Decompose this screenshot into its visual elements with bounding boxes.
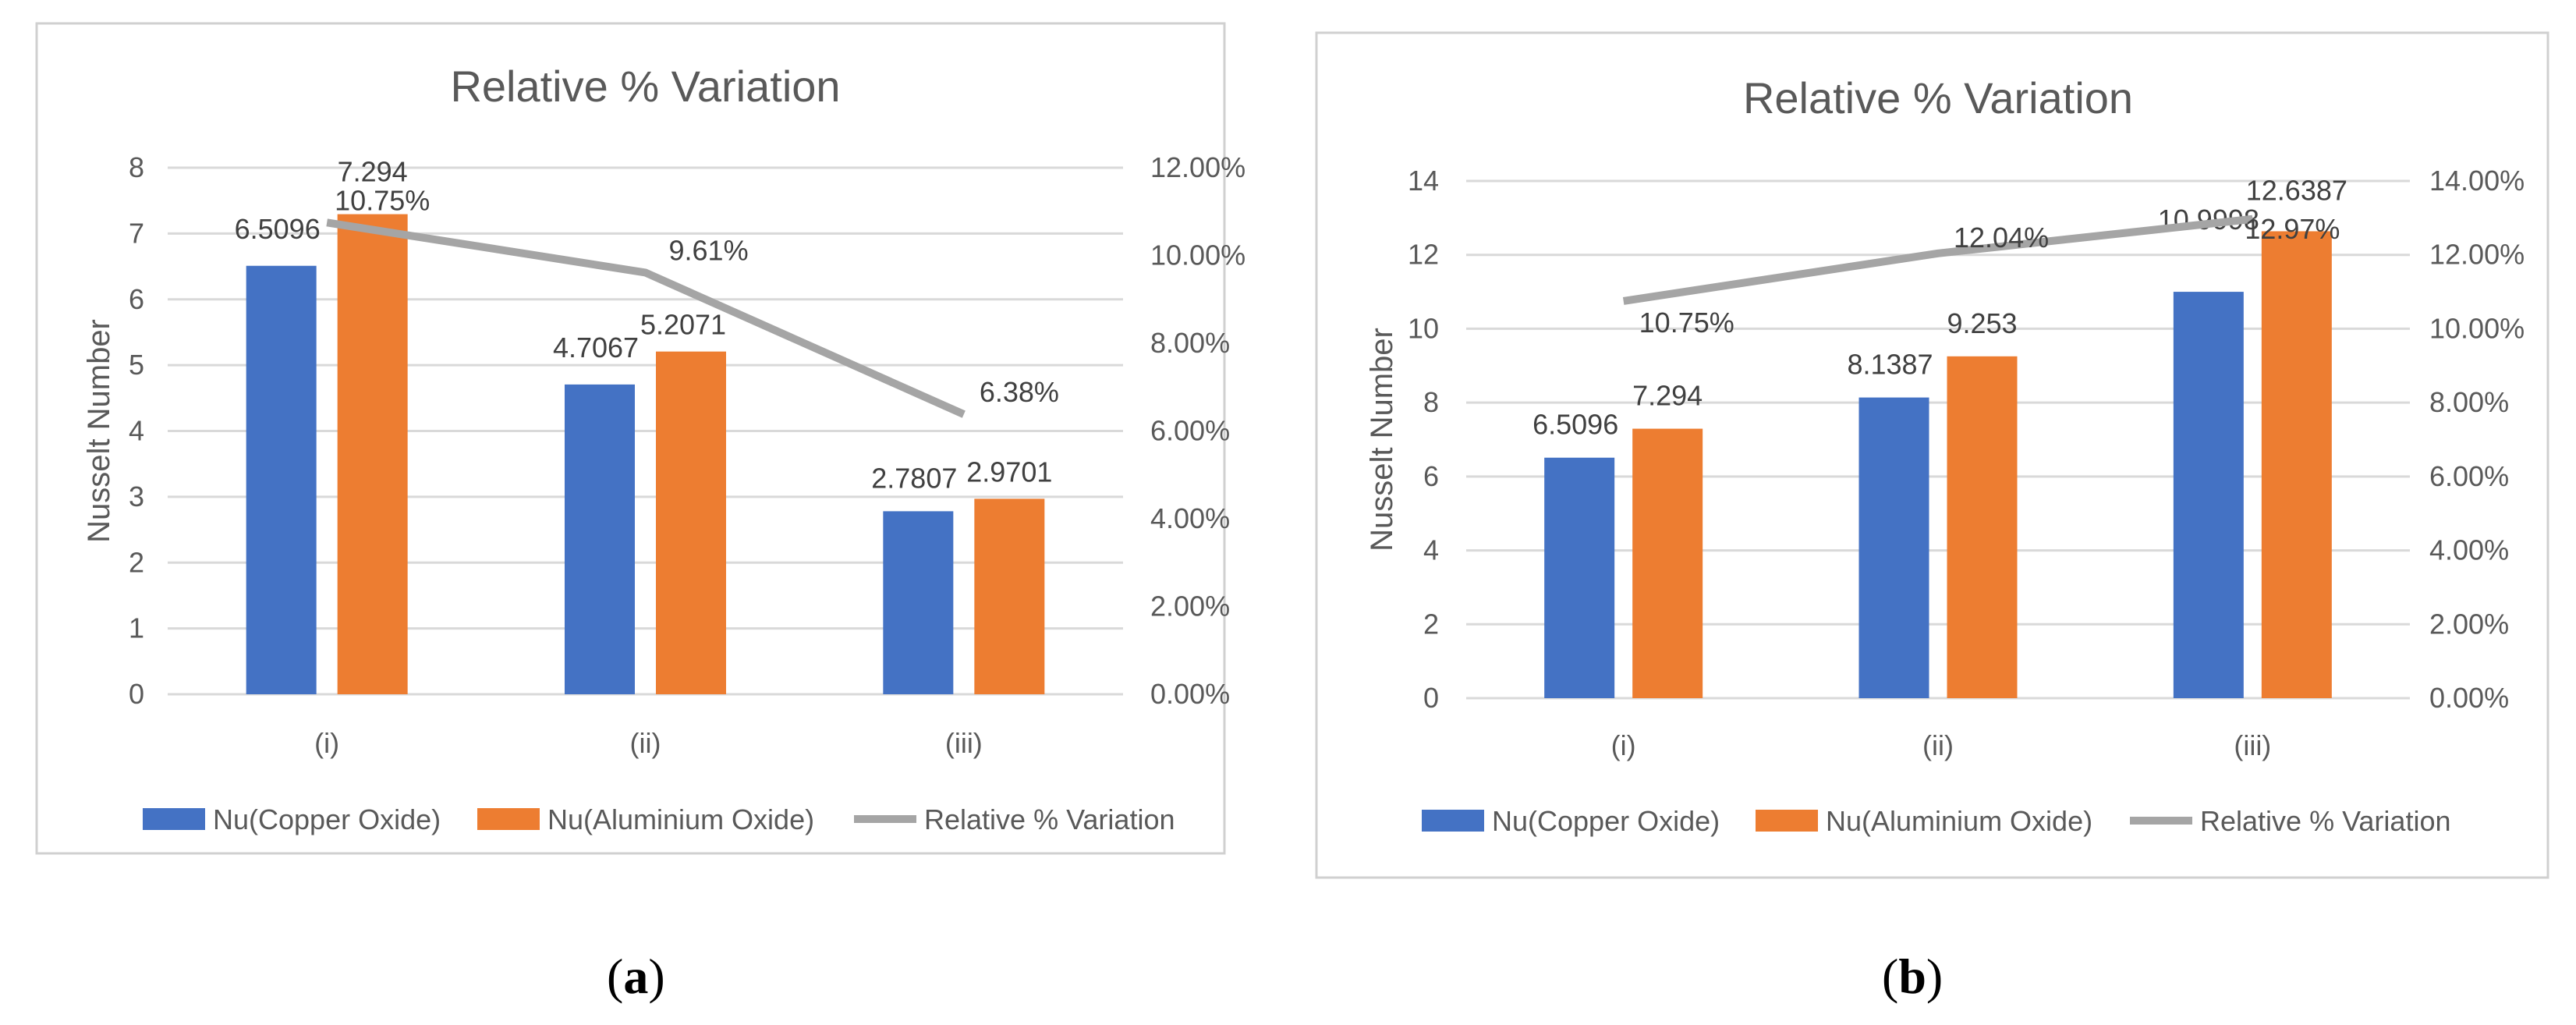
- chart-b-bar-data-label: 6.5096: [1532, 409, 1618, 441]
- chart-b-bar-aluminium: [1632, 428, 1703, 698]
- chart-a-xtick-label: (iii): [945, 727, 983, 759]
- chart-a-title: Relative % Variation: [450, 62, 840, 111]
- chart-a-bar-data-label: 6.5096: [235, 213, 321, 245]
- chart-b-ytick-label: 6: [1423, 460, 1439, 492]
- chart-a-legend-swatch-copper: [143, 808, 205, 830]
- chart-b-y2tick-label: 2.00%: [2429, 608, 2509, 640]
- chart-a-y2tick-label: 6.00%: [1150, 415, 1230, 447]
- chart-b-bar-copper: [1544, 457, 1615, 698]
- chart-a-bar-copper: [565, 384, 635, 694]
- chart-a-ytick-label: 1: [129, 612, 144, 644]
- chart-b-frame: [1315, 31, 2549, 879]
- chart-a-xtick-label: (i): [314, 727, 339, 759]
- chart-a-ylabel: Nusselt Number: [82, 319, 116, 543]
- chart-a-legend-label: Nu(Copper Oxide): [213, 803, 441, 835]
- chart-a-variation-line: [326, 218, 966, 418]
- chart-a-y2tick-label: 0.00%: [1150, 678, 1230, 710]
- chart-a-ytick-label: 3: [129, 481, 144, 512]
- chart-b-ytick-label: 2: [1423, 608, 1439, 640]
- chart-b-ytick-label: 0: [1423, 682, 1439, 714]
- chart-a-bar-copper: [246, 265, 317, 694]
- chart-b-bar-copper: [1858, 397, 1929, 698]
- chart-a-bar-aluminium: [974, 498, 1045, 694]
- chart-b-bar-data-label: 7.294: [1632, 380, 1703, 412]
- chart-b-ytick-label: 4: [1423, 534, 1439, 566]
- chart-a-legend-label: Relative % Variation: [924, 803, 1175, 835]
- panel-label-a: a: [623, 949, 649, 1004]
- panel-label-a-wrapper: (a): [607, 949, 665, 1004]
- chart-a-xtick-label: (ii): [630, 727, 661, 759]
- chart-b-xtick-label: (ii): [1922, 729, 1954, 761]
- chart-b-legend-label: Nu(Aluminium Oxide): [1826, 805, 2092, 837]
- chart-a-y2tick-label: 8.00%: [1150, 327, 1230, 359]
- chart-a-bar-data-label: 7.294: [338, 156, 408, 188]
- chart-a-legend-label: Nu(Aluminium Oxide): [547, 803, 814, 835]
- panel-label-b-wrapper: (b): [1882, 949, 1944, 1004]
- chart-a-ytick-label: 2: [129, 546, 144, 578]
- chart-b-y2tick-label: 14.00%: [2429, 165, 2525, 197]
- chart-b-legend-swatch-aluminium: [1756, 810, 1818, 832]
- chart-b-y2tick-label: 6.00%: [2429, 460, 2509, 492]
- chart-b-legend-label: Relative % Variation: [2200, 805, 2451, 837]
- chart-b-variation-line: [1622, 215, 2253, 305]
- chart-a-bar-data-label: 2.9701: [966, 456, 1052, 488]
- chart-b-bar-aluminium: [1947, 356, 2018, 698]
- chart-a-y2tick-label: 12.00%: [1150, 151, 1245, 183]
- chart-b-xtick-label: (iii): [2234, 729, 2271, 761]
- chart-b-ytick-label: 10: [1408, 312, 1439, 344]
- chart-b-bar-data-label: 9.253: [1947, 307, 2017, 339]
- chart-a-bar-data-label: 2.7807: [871, 462, 957, 494]
- chart-b-bar-copper: [2173, 292, 2244, 698]
- chart-b-legend-label: Nu(Copper Oxide): [1492, 805, 1720, 837]
- chart-a-legend-swatch-aluminium: [477, 808, 540, 830]
- chart-b-y2tick-label: 4.00%: [2429, 534, 2509, 566]
- chart-b-ytick-label: 14: [1408, 165, 1439, 197]
- chart-a-bar-copper: [883, 511, 954, 694]
- chart-a-bar-aluminium: [656, 351, 726, 694]
- panel-label-b: b: [1898, 949, 1926, 1004]
- chart-a-line-data-label: 9.61%: [669, 234, 749, 266]
- chart-b-ytick-label: 12: [1408, 239, 1439, 271]
- chart-b-line-data-label: 12.97%: [2245, 213, 2340, 245]
- chart-b-xtick-label: (i): [1611, 729, 1636, 761]
- chart-a-bar-data-label: 4.7067: [553, 332, 639, 364]
- chart-b-title: Relative % Variation: [1743, 73, 2133, 122]
- chart-a-bar-data-label: 5.2071: [640, 309, 726, 341]
- chart-b-y2tick-label: 0.00%: [2429, 682, 2509, 714]
- chart-a-ytick-label: 0: [129, 678, 144, 710]
- chart-b-ylabel: Nusselt Number: [1365, 328, 1399, 552]
- chart-a-ytick-label: 4: [129, 415, 144, 447]
- chart-b-y2tick-label: 12.00%: [2429, 239, 2525, 271]
- chart-a-ytick-label: 7: [129, 217, 144, 249]
- chart-a-y2tick-label: 4.00%: [1150, 502, 1230, 534]
- chart-a-y2tick-label: 2.00%: [1150, 591, 1230, 622]
- chart-b-line-data-label: 12.04%: [1954, 222, 2049, 254]
- chart-b-bar-data-label: 8.1387: [1847, 349, 1933, 381]
- chart-b-bar-data-label: 12.6387: [2246, 174, 2347, 206]
- chart-a-ytick-label: 8: [129, 151, 144, 183]
- chart-a-line-data-label: 6.38%: [980, 376, 1059, 408]
- chart-b-line-data-label: 10.75%: [1639, 307, 1734, 339]
- chart-a-line-data-label: 10.75%: [335, 184, 430, 216]
- chart-a-bar-aluminium: [337, 214, 408, 695]
- chart-b-bar-aluminium: [2261, 231, 2332, 698]
- chart-a-y2tick-label: 10.00%: [1150, 239, 1245, 271]
- chart-b-ytick-label: 8: [1423, 386, 1439, 418]
- chart-b-legend-swatch-copper: [1422, 810, 1484, 832]
- chart-a-ytick-label: 6: [129, 283, 144, 315]
- chart-a-ytick-label: 5: [129, 349, 144, 381]
- chart-b-y2tick-label: 10.00%: [2429, 312, 2525, 344]
- chart-b-y2tick-label: 8.00%: [2429, 386, 2509, 418]
